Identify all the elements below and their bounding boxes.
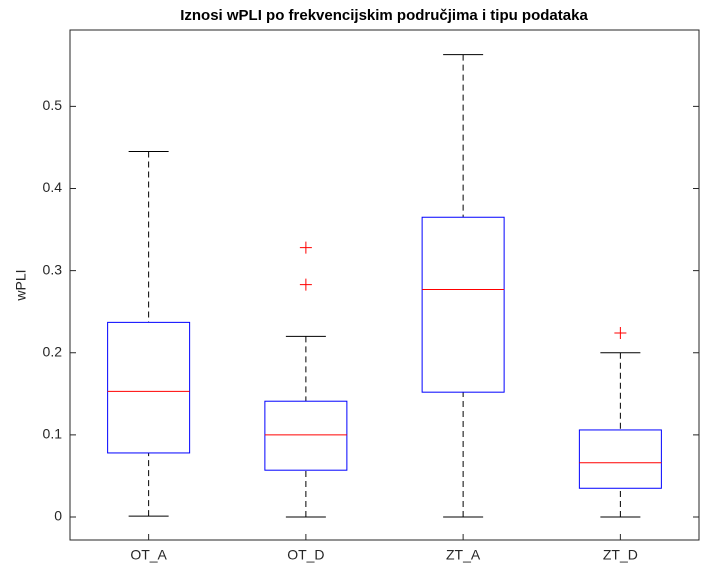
box <box>421 216 505 393</box>
box <box>264 400 348 471</box>
y-tick-label: 0.5 <box>43 97 63 113</box>
y-tick-label: 0.3 <box>43 261 63 277</box>
chart-title: Iznosi wPLI po frekvencijskim područjima… <box>180 7 588 24</box>
x-tick-label: OT_D <box>287 547 324 563</box>
outlier <box>299 241 312 254</box>
y-tick-label: 0.1 <box>43 426 63 442</box>
y-tick-label: 0 <box>54 508 62 524</box>
outlier <box>614 327 627 340</box>
x-tick-label: ZT_A <box>446 547 481 563</box>
box <box>578 429 662 489</box>
x-tick-label: ZT_D <box>603 547 638 563</box>
plot-area <box>69 29 700 541</box>
outlier <box>299 278 312 291</box>
y-axis-label: wPLI <box>13 269 29 301</box>
x-tick-label: OT_A <box>130 547 167 563</box>
y-tick-label: 0.4 <box>43 179 63 195</box>
y-tick-label: 0.2 <box>43 343 63 359</box>
box <box>107 321 191 454</box>
